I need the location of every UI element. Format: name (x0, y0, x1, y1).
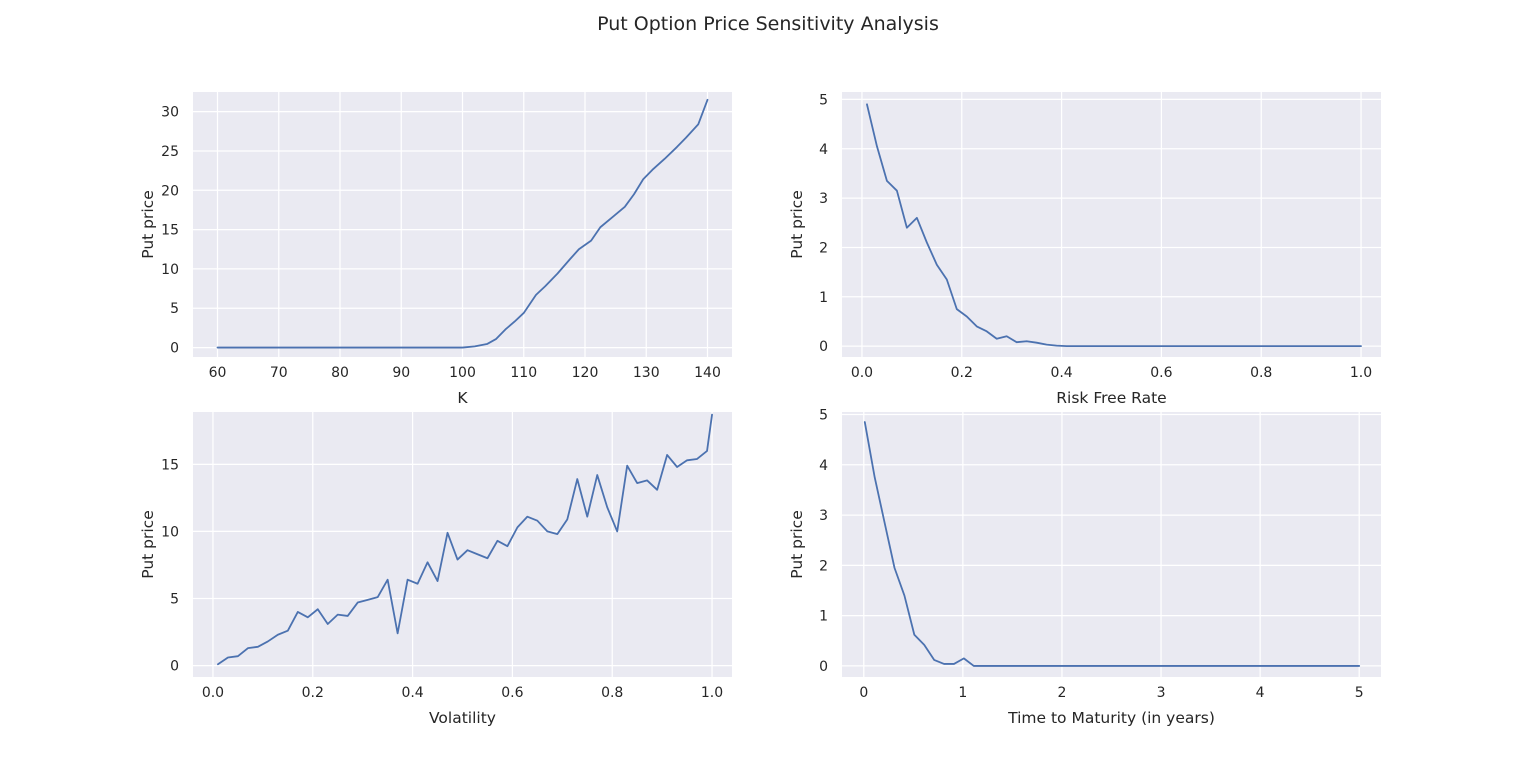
x-tick-label: 100 (449, 365, 476, 381)
y-tick-label: 0 (170, 341, 179, 357)
x-tick-label: 1.0 (701, 685, 723, 701)
x-tick-label: 140 (694, 365, 721, 381)
series-line-maturity (863, 421, 1361, 667)
x-axis-label: Time to Maturity (in years) (1007, 709, 1215, 727)
y-tick-label: 5 (819, 92, 828, 108)
y-tick-label: 0 (819, 339, 828, 355)
y-tick-label: 2 (819, 558, 828, 574)
y-tick-label: 10 (161, 524, 179, 540)
x-tick-label: 0.8 (601, 685, 623, 701)
y-tick-label: 0 (819, 659, 828, 675)
x-tick-label: 120 (572, 365, 599, 381)
y-tick-label: 4 (819, 142, 828, 158)
x-tick-label: 80 (331, 365, 349, 381)
subplot-risk-free-rate: 0.0 0.2 0.4 0.6 0.8 1.0 0 1 2 3 4 5 Risk Free Rate Pu… (788, 92, 1381, 407)
x-tick-label: 70 (270, 365, 288, 381)
y-tick-label: 0 (170, 659, 179, 675)
y-tick-label: 5 (170, 301, 179, 317)
x-tick-label: 0.0 (202, 685, 224, 701)
x-axis-label: K (457, 389, 468, 407)
x-tick-label: 130 (633, 365, 660, 381)
series-line-strike (216, 98, 709, 349)
x-axis-label: Risk Free Rate (1056, 389, 1166, 407)
x-tick-label: 0.8 (1250, 365, 1272, 381)
figure-title: Put Option Price Sensitivity Analysis (597, 13, 939, 35)
y-tick-label: 30 (161, 105, 179, 121)
subplot-time-to-maturity: 0 1 2 3 4 5 0 1 2 3 4 5 Time to Maturity (in years) P… (788, 408, 1381, 727)
x-tick-label: 0.2 (302, 685, 324, 701)
x-tick-label: 2 (1057, 685, 1066, 701)
y-axis-label: Put price (139, 190, 157, 258)
x-tick-label: 1 (958, 685, 967, 701)
y-axis-label: Put price (788, 510, 806, 578)
x-tick-label: 0 (859, 685, 868, 701)
subplot-volatility: 0.0 0.2 0.4 0.6 0.8 1.0 0 5 10 15 Volatility Put pr… (139, 412, 732, 727)
x-tick-label: 1.0 (1350, 365, 1372, 381)
y-tick-label: 10 (161, 262, 179, 278)
plot-area-rate (842, 92, 1381, 357)
y-tick-label: 15 (161, 457, 179, 473)
x-tick-label: 0.0 (851, 365, 873, 381)
x-tick-label: 0.6 (501, 685, 523, 701)
x-tick-label: 4 (1256, 685, 1265, 701)
y-tick-label: 1 (819, 290, 828, 306)
y-tick-label: 20 (161, 183, 179, 199)
y-tick-label: 5 (170, 592, 179, 608)
x-tick-label: 60 (209, 365, 227, 381)
y-tick-label: 15 (161, 223, 179, 239)
x-axis-label: Volatility (429, 709, 496, 727)
x-tick-label: 3 (1157, 685, 1166, 701)
y-tick-label: 4 (819, 458, 828, 474)
x-tick-label: 0.6 (1150, 365, 1172, 381)
y-tick-label: 3 (819, 508, 828, 524)
series-line-volatility (217, 413, 713, 666)
series-line-rate (866, 103, 1362, 348)
x-tick-label: 0.4 (1050, 365, 1072, 381)
subplot-strike-price: 60 70 80 90 100 110 120 130 140 0 5 10 15 20 25 30 K Put … (139, 92, 732, 407)
y-tick-label: 3 (819, 191, 828, 207)
x-tick-label: 90 (392, 365, 410, 381)
y-tick-label: 25 (161, 144, 179, 160)
x-tick-label: 0.4 (401, 685, 423, 701)
y-tick-label: 5 (819, 408, 828, 424)
x-tick-label: 110 (510, 365, 537, 381)
x-tick-label: 5 (1355, 685, 1364, 701)
y-tick-label: 1 (819, 609, 828, 625)
y-axis-label: Put price (139, 510, 157, 578)
plot-area-maturity (842, 412, 1381, 677)
y-axis-label: Put price (788, 190, 806, 258)
y-tick-label: 2 (819, 240, 828, 256)
x-tick-label: 0.2 (951, 365, 973, 381)
